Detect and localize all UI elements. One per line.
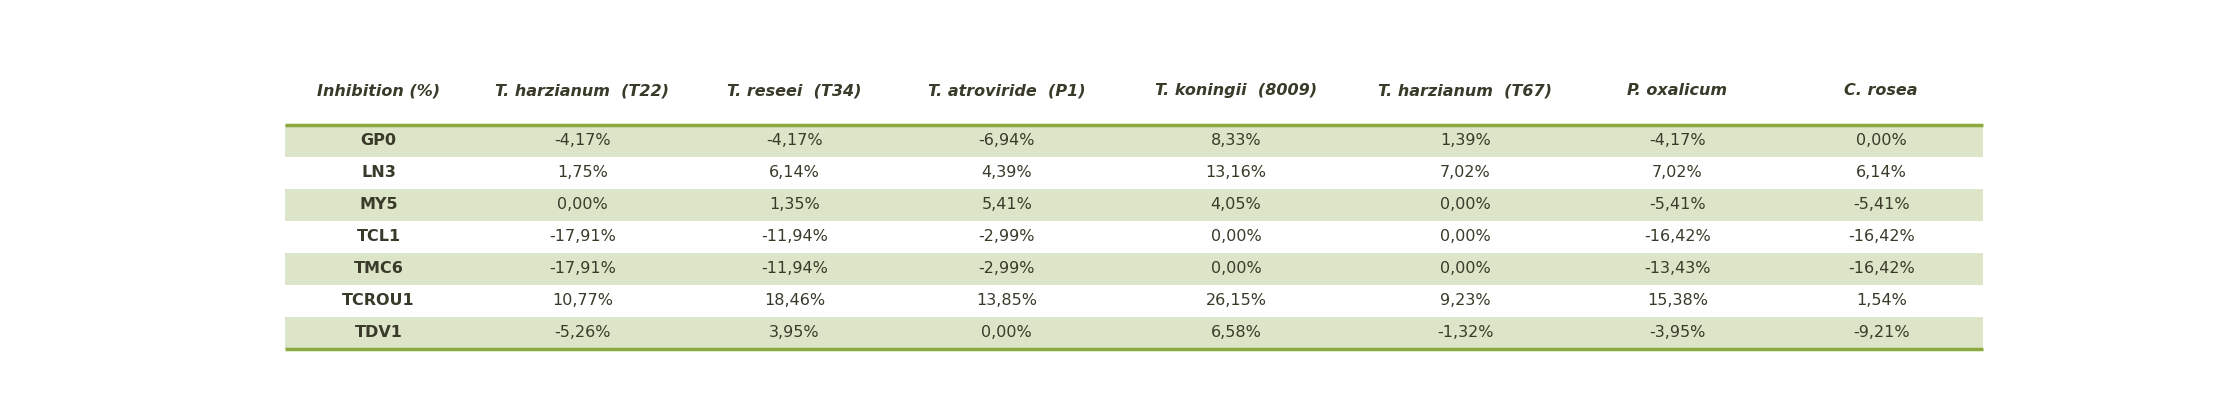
Text: 0,00%: 0,00% bbox=[1211, 261, 1261, 277]
Text: 4,39%: 4,39% bbox=[983, 165, 1031, 180]
Text: -4,17%: -4,17% bbox=[553, 133, 611, 148]
Text: -9,21%: -9,21% bbox=[1852, 326, 1910, 340]
Text: 0,00%: 0,00% bbox=[1441, 197, 1492, 212]
Text: 0,00%: 0,00% bbox=[1211, 229, 1261, 244]
Text: 0,00%: 0,00% bbox=[558, 197, 609, 212]
Text: TDV1: TDV1 bbox=[354, 326, 403, 340]
Text: 13,85%: 13,85% bbox=[976, 293, 1038, 308]
Text: 0,00%: 0,00% bbox=[1857, 133, 1908, 148]
Text: -2,99%: -2,99% bbox=[978, 261, 1036, 277]
Text: 7,02%: 7,02% bbox=[1441, 165, 1492, 180]
Text: -3,95%: -3,95% bbox=[1649, 326, 1706, 340]
Text: 4,05%: 4,05% bbox=[1211, 197, 1261, 212]
Text: -2,99%: -2,99% bbox=[978, 229, 1036, 244]
Text: -16,42%: -16,42% bbox=[1848, 229, 1914, 244]
Text: -1,32%: -1,32% bbox=[1436, 326, 1494, 340]
Text: -4,17%: -4,17% bbox=[1649, 133, 1706, 148]
Text: 26,15%: 26,15% bbox=[1206, 293, 1266, 308]
Text: 18,46%: 18,46% bbox=[763, 293, 825, 308]
Text: -17,91%: -17,91% bbox=[549, 229, 615, 244]
Text: -5,26%: -5,26% bbox=[553, 326, 611, 340]
Text: 6,14%: 6,14% bbox=[1857, 165, 1908, 180]
Text: -13,43%: -13,43% bbox=[1644, 261, 1711, 277]
Text: LN3: LN3 bbox=[361, 165, 396, 180]
Text: 0,00%: 0,00% bbox=[980, 326, 1031, 340]
Text: -4,17%: -4,17% bbox=[766, 133, 823, 148]
Text: T. harzianum  (T67): T. harzianum (T67) bbox=[1379, 83, 1551, 99]
Text: 1,54%: 1,54% bbox=[1857, 293, 1908, 308]
Text: 5,41%: 5,41% bbox=[980, 197, 1031, 212]
Text: 6,14%: 6,14% bbox=[770, 165, 821, 180]
Text: 13,16%: 13,16% bbox=[1206, 165, 1266, 180]
Text: C. rosea: C. rosea bbox=[1843, 83, 1919, 99]
Text: 3,95%: 3,95% bbox=[770, 326, 819, 340]
Text: 6,58%: 6,58% bbox=[1211, 326, 1261, 340]
Text: -5,41%: -5,41% bbox=[1852, 197, 1910, 212]
Text: T. atroviride  (P1): T. atroviride (P1) bbox=[927, 83, 1087, 99]
Text: -16,42%: -16,42% bbox=[1848, 261, 1914, 277]
Text: T. koningii  (8009): T. koningii (8009) bbox=[1155, 83, 1317, 99]
Text: -5,41%: -5,41% bbox=[1649, 197, 1706, 212]
Text: 1,39%: 1,39% bbox=[1441, 133, 1492, 148]
Text: T. reseei  (T34): T. reseei (T34) bbox=[728, 83, 861, 99]
Text: TCL1: TCL1 bbox=[356, 229, 401, 244]
Text: -6,94%: -6,94% bbox=[978, 133, 1036, 148]
Text: -11,94%: -11,94% bbox=[761, 229, 828, 244]
Text: MY5: MY5 bbox=[359, 197, 398, 212]
Text: 9,23%: 9,23% bbox=[1441, 293, 1492, 308]
Text: 10,77%: 10,77% bbox=[551, 293, 613, 308]
Text: 0,00%: 0,00% bbox=[1441, 229, 1492, 244]
Text: 0,00%: 0,00% bbox=[1441, 261, 1492, 277]
Bar bbox=[285, 253, 1983, 285]
Text: 7,02%: 7,02% bbox=[1653, 165, 1702, 180]
Text: 1,35%: 1,35% bbox=[770, 197, 821, 212]
Text: 15,38%: 15,38% bbox=[1646, 293, 1708, 308]
Text: GP0: GP0 bbox=[361, 133, 396, 148]
Text: TMC6: TMC6 bbox=[354, 261, 403, 277]
Text: -11,94%: -11,94% bbox=[761, 261, 828, 277]
Bar bbox=[285, 124, 1983, 157]
Text: 8,33%: 8,33% bbox=[1211, 133, 1261, 148]
Bar bbox=[285, 317, 1983, 349]
Text: 1,75%: 1,75% bbox=[558, 165, 609, 180]
Text: -16,42%: -16,42% bbox=[1644, 229, 1711, 244]
Text: T. harzianum  (T22): T. harzianum (T22) bbox=[496, 83, 668, 99]
Bar bbox=[285, 189, 1983, 221]
Text: P. oxalicum: P. oxalicum bbox=[1627, 83, 1728, 99]
Text: -17,91%: -17,91% bbox=[549, 261, 615, 277]
Text: TCROU1: TCROU1 bbox=[343, 293, 414, 308]
Text: Inhibition (%): Inhibition (%) bbox=[316, 83, 440, 99]
